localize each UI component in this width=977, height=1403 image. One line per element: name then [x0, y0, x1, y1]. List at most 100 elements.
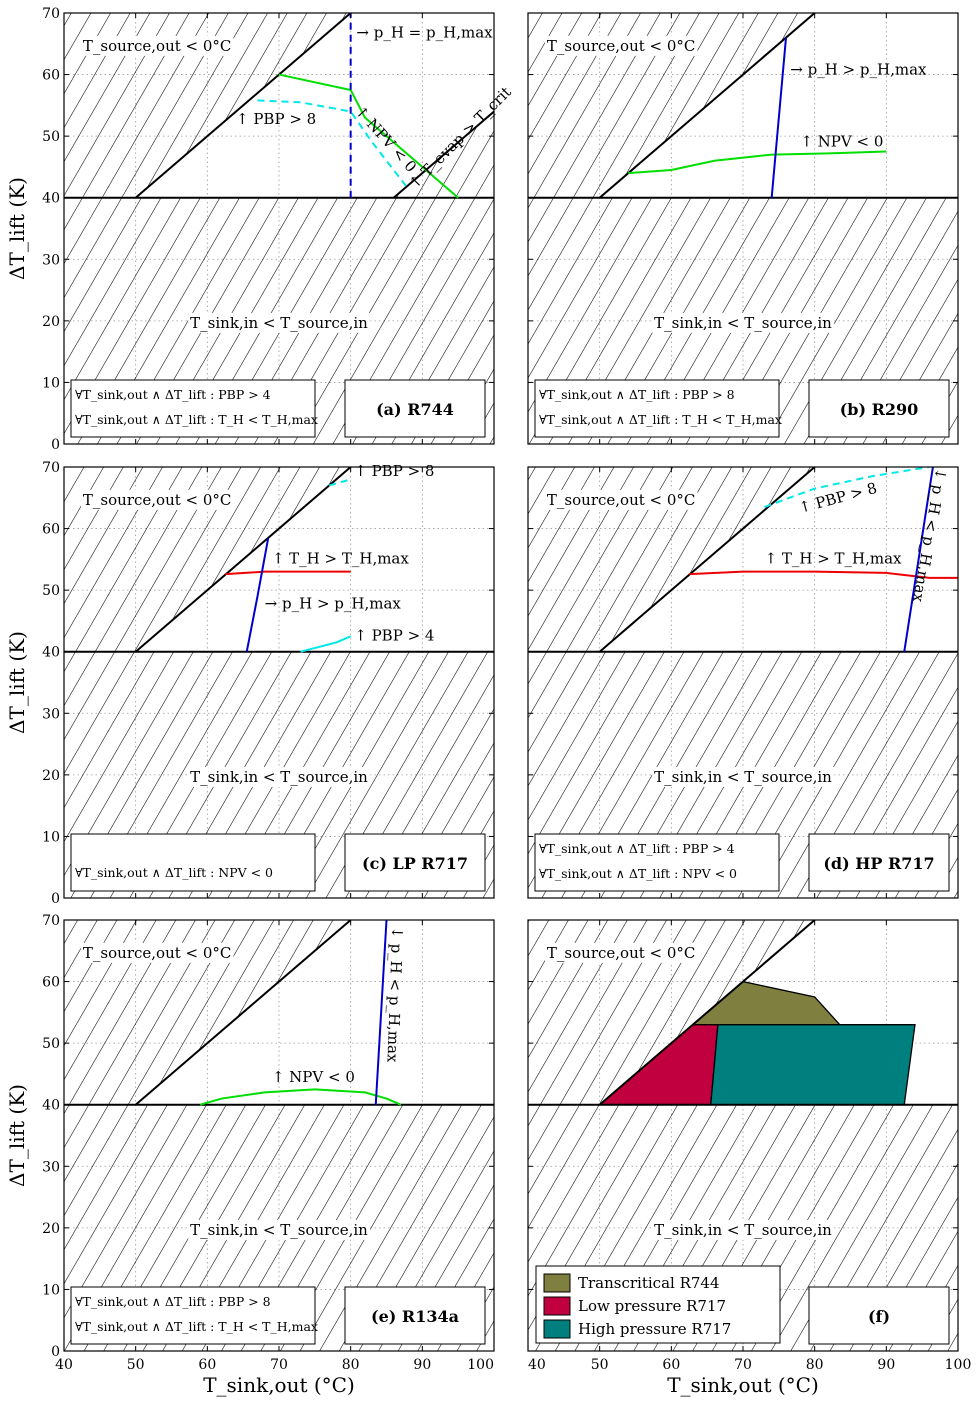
note-text: ∀T_sink,out ∧ ΔT_lift : NPV < 0 [75, 865, 273, 880]
curve-label: ↑ PBP > 4 [354, 627, 434, 645]
series-line [374, 920, 388, 1105]
note-text: ∀T_sink,out ∧ ΔT_lift : T_H < T_H,max [75, 1319, 318, 1334]
region-label: T_source,out < 0°C [547, 37, 695, 55]
region-label-background [652, 1219, 835, 1240]
series-line [903, 467, 934, 652]
region-label-background [188, 312, 371, 333]
note-text: ∀T_sink,out ∧ ΔT_lift : T_H < T_H,max [75, 412, 318, 427]
legend-swatch [543, 1296, 571, 1316]
region-label-background [652, 312, 835, 333]
region-label: T_sink,in < T_source,in [654, 1221, 832, 1239]
region-label: T_source,out < 0°C [547, 491, 695, 509]
series-line [257, 99, 409, 190]
note-text: ∀T_sink,out ∧ ΔT_lift : PBP > 4 [539, 841, 735, 856]
x-tick-label: 50 [127, 1357, 145, 1373]
notes-box [70, 379, 316, 438]
x-axis-label: T_sink,out (°C) [667, 1373, 819, 1397]
curve-label: ↑ NPV < 0 [272, 1068, 355, 1086]
boundary-line [599, 13, 816, 199]
y-tick-label: 30 [42, 706, 60, 722]
y-tick-label: 40 [42, 1098, 60, 1114]
y-tick-label: 50 [42, 129, 60, 145]
region-label: T_source,out < 0°C [83, 491, 231, 509]
y-tick-label: 30 [42, 252, 60, 268]
legend-label: Low pressure R717 [578, 1297, 726, 1315]
y-tick-label: 0 [51, 1344, 60, 1360]
y-tick-label: 60 [42, 975, 60, 991]
x-tick-label: 70 [734, 1357, 752, 1373]
panel: T_source,out < 0°C T_sink,in < T_source,i… [5, 6, 515, 453]
region-label-background [544, 489, 698, 510]
y-tick-label: 0 [51, 437, 60, 453]
notes-box [70, 1286, 316, 1345]
region-label-background [80, 489, 234, 510]
y-tick-label: 40 [42, 645, 60, 661]
curve-label: ↓ p_H < p_H,max [383, 926, 406, 1063]
series-line [225, 570, 351, 576]
filled-region [710, 1024, 916, 1106]
panel-label: (c) LP R717 [362, 854, 468, 873]
region-label-background [544, 942, 698, 963]
region-label: T_source,out < 0°C [83, 37, 231, 55]
note-text: ∀T_sink,out ∧ ΔT_lift : PBP > 4 [75, 387, 271, 402]
x-tick-label: 90 [413, 1357, 431, 1373]
series-line [764, 467, 930, 508]
notes-box [70, 833, 316, 892]
hatched-region-source-out-below-zero [64, 467, 351, 652]
boundary-line [135, 13, 352, 199]
region-label: T_sink,in < T_source,in [190, 314, 368, 332]
notes-box [534, 379, 780, 438]
panel-label-box [808, 379, 950, 438]
boundary-line [393, 110, 494, 199]
series-line [199, 1088, 402, 1106]
x-tick-label: 60 [662, 1357, 680, 1373]
x-tick-label: 100 [945, 1357, 972, 1373]
legend-label: Transcritical R744 [578, 1274, 720, 1292]
region-label-background [652, 766, 835, 787]
x-tick-label: 40 [528, 1357, 546, 1373]
y-axis-label: ΔT_lift (K) [5, 1084, 29, 1187]
region-label-background [80, 35, 234, 56]
legend-label: High pressure R717 [578, 1320, 731, 1338]
x-tick-label: 90 [877, 1357, 895, 1373]
y-tick-label: 30 [42, 1159, 60, 1175]
curve-label: ↑ T_H > T_H,max [272, 550, 410, 568]
panel-label-box [808, 833, 950, 892]
panel: T_source,out < 0°C T_sink,in < T_source,i… [527, 466, 959, 899]
region-label-background [544, 35, 698, 56]
panel-label: (b) R290 [840, 400, 919, 419]
y-tick-label: 20 [42, 314, 60, 330]
boundary-line [599, 920, 816, 1106]
x-tick-label: 50 [591, 1357, 609, 1373]
x-tick-label: 100 [467, 1357, 494, 1373]
boundary-line [599, 467, 816, 653]
hatched-region-source-out-below-zero [64, 920, 351, 1105]
hatched-region-source-out-below-zero [528, 467, 815, 652]
y-tick-label: 60 [42, 522, 60, 538]
panel: T_source,out < 0°C T_sink,in < T_source,i… [527, 12, 959, 445]
y-tick-label: 70 [42, 460, 60, 476]
legend-box [535, 1265, 781, 1344]
y-tick-label: 10 [42, 1282, 60, 1298]
panels: T_source,out < 0°C T_sink,in < T_source,i… [5, 6, 971, 1373]
notes-box [534, 833, 780, 892]
curve-label: ↑ NPV < 0 [800, 133, 883, 151]
panel-label: (f) [868, 1307, 890, 1326]
legend-swatch [543, 1319, 571, 1339]
region-label: T_sink,in < T_source,in [190, 1221, 368, 1239]
region-label: T_source,out < 0°C [83, 944, 231, 962]
hatched-region-source-out-below-zero [528, 13, 815, 198]
panel-label-box [344, 1286, 486, 1345]
region-label-background [80, 942, 234, 963]
x-tick-label: 80 [342, 1357, 360, 1373]
y-tick-label: 50 [42, 583, 60, 599]
note-text: ∀T_sink,out ∧ ΔT_lift : NPV < 0 [539, 866, 737, 881]
region-label: T_source,out < 0°C [547, 944, 695, 962]
y-tick-label: 70 [42, 6, 60, 22]
boundary-line [135, 467, 352, 653]
region-label: T_sink,in < T_source,in [190, 768, 368, 786]
hatched-region-source-out-below-zero [64, 13, 351, 198]
panel-label: (a) R744 [376, 400, 454, 419]
panel: T_source,out < 0°C T_sink,in < T_source,i… [5, 460, 495, 907]
panel-label-box [344, 379, 486, 438]
